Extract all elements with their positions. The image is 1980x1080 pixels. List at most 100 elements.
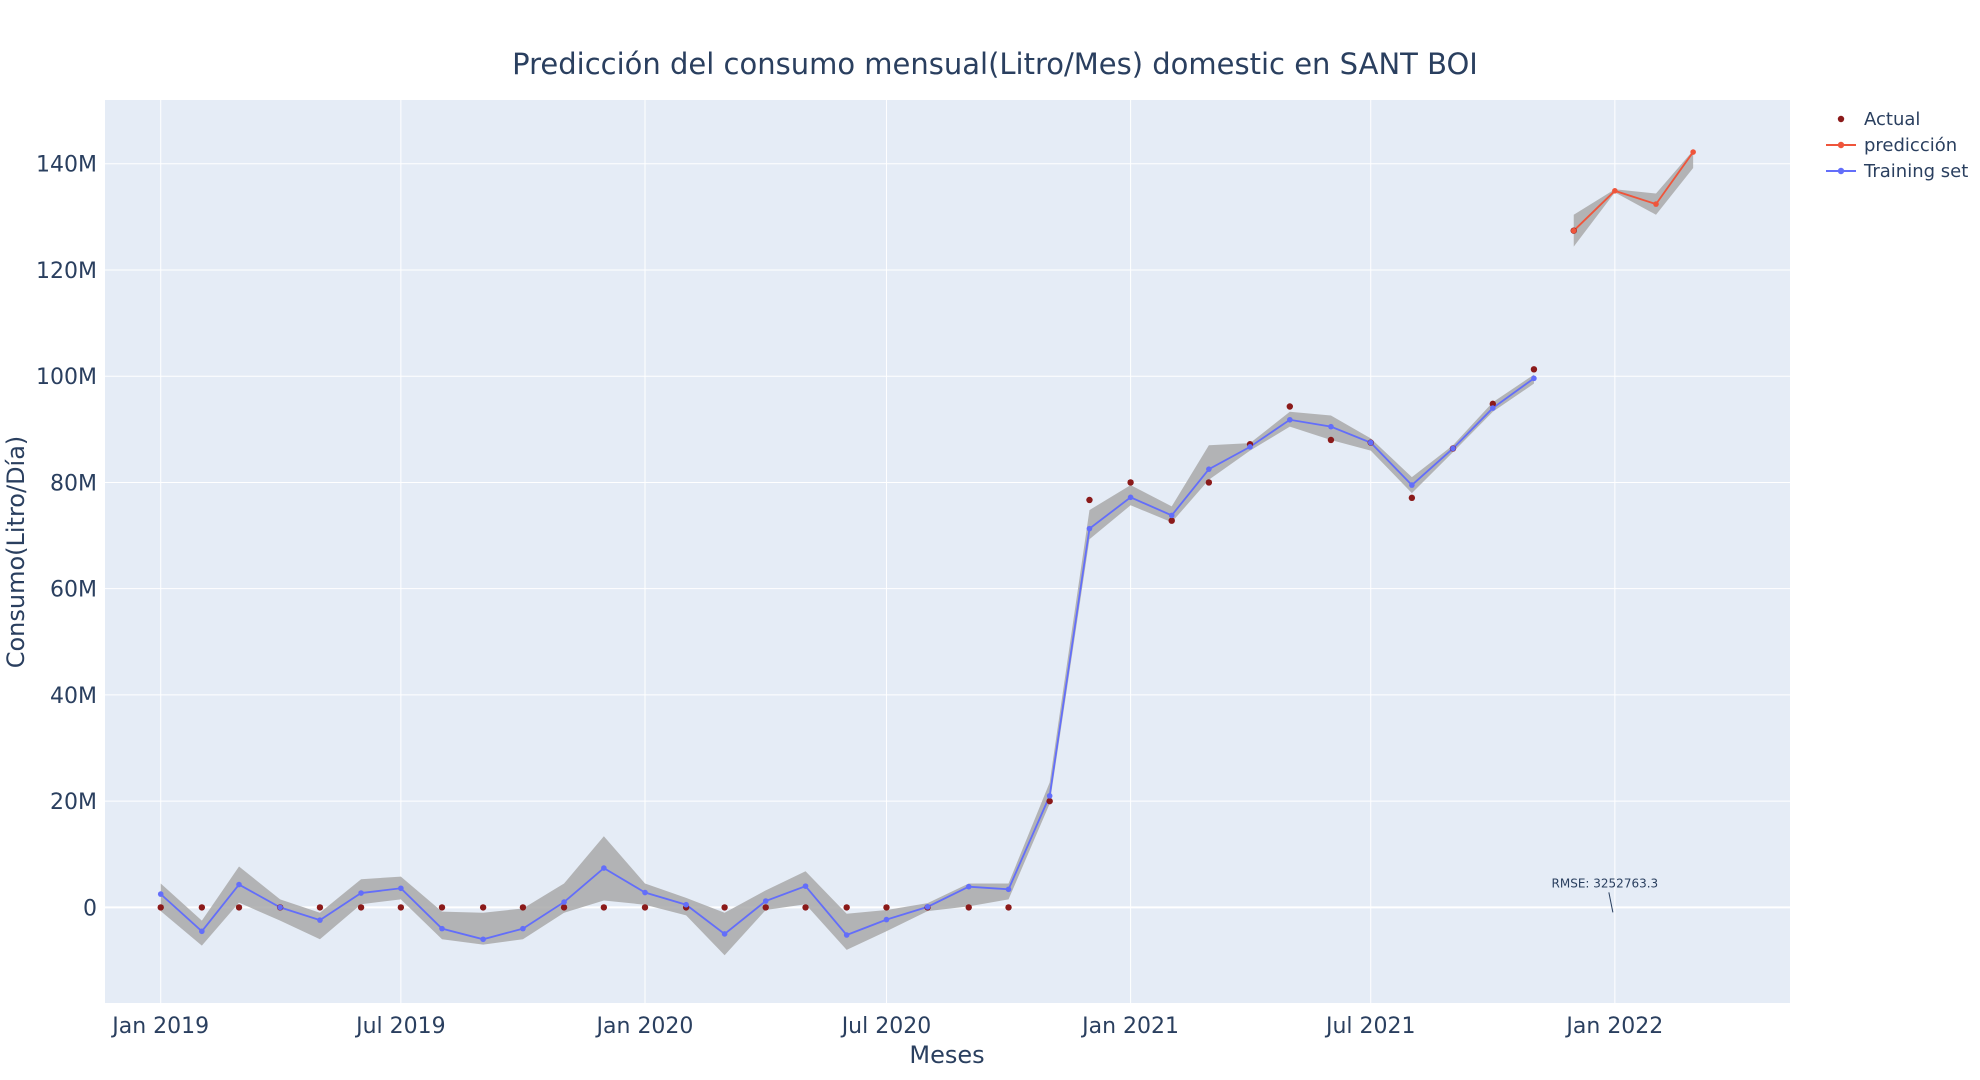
y-tick-label: 120M	[36, 259, 97, 284]
predicci-n-point	[1612, 188, 1618, 194]
actual-point	[1286, 403, 1294, 410]
training-set-point	[157, 891, 164, 897]
predicci-n-point	[1570, 227, 1577, 234]
annotation: RMSE: 3252763.3	[1552, 876, 1659, 913]
training-set-point	[1287, 416, 1293, 423]
actual-point	[1046, 797, 1053, 805]
legend[interactable]: Actual predicción Training set	[1826, 109, 1968, 182]
actual-point	[316, 904, 324, 911]
predicci-n-confidence-band	[1573, 150, 1694, 247]
actual-point	[479, 904, 487, 911]
training-set-point	[1005, 886, 1012, 893]
x-axis-title: Meses	[909, 1041, 984, 1069]
chart-title: Predicción del consumo mensual(Litro/Mes…	[512, 47, 1478, 81]
training-set-point	[480, 936, 486, 943]
legend-label: predicción	[1864, 135, 1957, 156]
actual-point	[883, 904, 890, 911]
legend-label: Training set	[1863, 161, 1968, 182]
training-set-point	[802, 883, 809, 889]
legend-swatch-marker	[1837, 115, 1845, 123]
predicci-n-line	[1573, 151, 1694, 232]
actual-point	[721, 904, 728, 911]
y-axis-title: Consumo(Litro/Día)	[2, 436, 30, 669]
actual-point	[397, 904, 405, 911]
training-set-point	[883, 916, 890, 923]
training-set-point	[1046, 793, 1053, 799]
y-tick-label: 20M	[50, 790, 97, 815]
actual-point	[438, 904, 446, 911]
training-set-point	[520, 925, 526, 932]
actual-point	[762, 904, 769, 911]
actual-point	[1168, 517, 1175, 524]
training-set-point	[1409, 482, 1415, 488]
actual-point	[1327, 436, 1335, 444]
training-set-point	[1490, 405, 1496, 411]
training-set-point	[561, 899, 567, 905]
rmse-annotation-arrow	[1608, 892, 1614, 913]
rmse-annotation-text: RMSE: 3252763.3	[1552, 876, 1659, 890]
training-set-point	[1086, 525, 1093, 532]
actual-point	[600, 904, 608, 911]
training-set-point	[1531, 375, 1537, 382]
y-tick-label: 0	[83, 896, 97, 921]
training-set-point	[601, 865, 607, 871]
actual-point	[1086, 496, 1093, 504]
training-set-point	[965, 883, 972, 890]
training-set-point	[1247, 444, 1253, 450]
x-tick-label: Jan 2020	[595, 1014, 694, 1039]
actual-point	[1205, 479, 1213, 486]
legend-item-actual[interactable]: Actual	[1837, 109, 1921, 130]
y-axis-tick-labels: 0 20M 40M 60M 80M 100M 120M 140M	[36, 153, 97, 922]
training-set-point	[398, 885, 404, 892]
actual-point	[965, 904, 972, 911]
actual-point	[1005, 904, 1012, 911]
training-set-point	[199, 928, 205, 935]
y-tick-label: 140M	[36, 153, 97, 178]
y-tick-label: 80M	[50, 471, 97, 496]
training-set-point	[1328, 423, 1334, 430]
training-set-point	[1367, 439, 1374, 446]
training-set-point	[924, 904, 931, 910]
x-tick-label: Jul 2019	[354, 1014, 446, 1039]
training-set-point	[317, 917, 323, 923]
actual-point	[560, 904, 568, 911]
actual-point	[157, 904, 164, 911]
training-set-point	[439, 925, 445, 932]
actual-point	[1530, 366, 1538, 373]
plot-background	[105, 100, 1790, 1003]
predicci-n-point	[1653, 201, 1659, 207]
legend-swatch-marker	[1837, 141, 1845, 149]
actual-point	[802, 904, 809, 911]
actual-point	[1489, 400, 1497, 408]
actual-point	[198, 904, 206, 911]
predicci-n-point	[1690, 149, 1696, 155]
training-set-point	[1168, 512, 1175, 519]
training-set-point	[683, 901, 689, 908]
training-set-point	[1206, 466, 1212, 472]
y-tick-label: 40M	[50, 684, 97, 709]
series-markers	[157, 149, 1696, 943]
y-tick-label: 60M	[50, 578, 97, 603]
actual-point	[235, 904, 243, 911]
training-set-point	[358, 890, 364, 896]
training-set-point	[1450, 445, 1456, 452]
x-tick-label: Jul 2020	[840, 1014, 932, 1039]
x-tick-label: Jan 2021	[1080, 1014, 1179, 1039]
legend-item-training-set[interactable]: Training set	[1826, 161, 1968, 182]
training-set-point	[277, 904, 283, 911]
training-set-point	[236, 881, 242, 888]
actual-point	[641, 904, 649, 911]
actual-point	[1408, 494, 1416, 502]
actual-point	[357, 904, 365, 911]
legend-item-predicci-n[interactable]: predicción	[1826, 135, 1957, 156]
actual-point	[843, 904, 850, 911]
actual-point	[519, 904, 527, 911]
legend-label: Actual	[1864, 109, 1920, 130]
actual-point	[1127, 479, 1134, 486]
x-axis-tick-labels: Jan 2019 Jul 2019 Jan 2020 Jul 2020 Jan 2021…	[110, 1014, 1663, 1039]
training-set-point	[721, 931, 728, 937]
x-tick-label: Jan 2019	[110, 1014, 209, 1039]
gridlines	[105, 100, 1790, 1003]
training-set-point	[642, 889, 648, 896]
